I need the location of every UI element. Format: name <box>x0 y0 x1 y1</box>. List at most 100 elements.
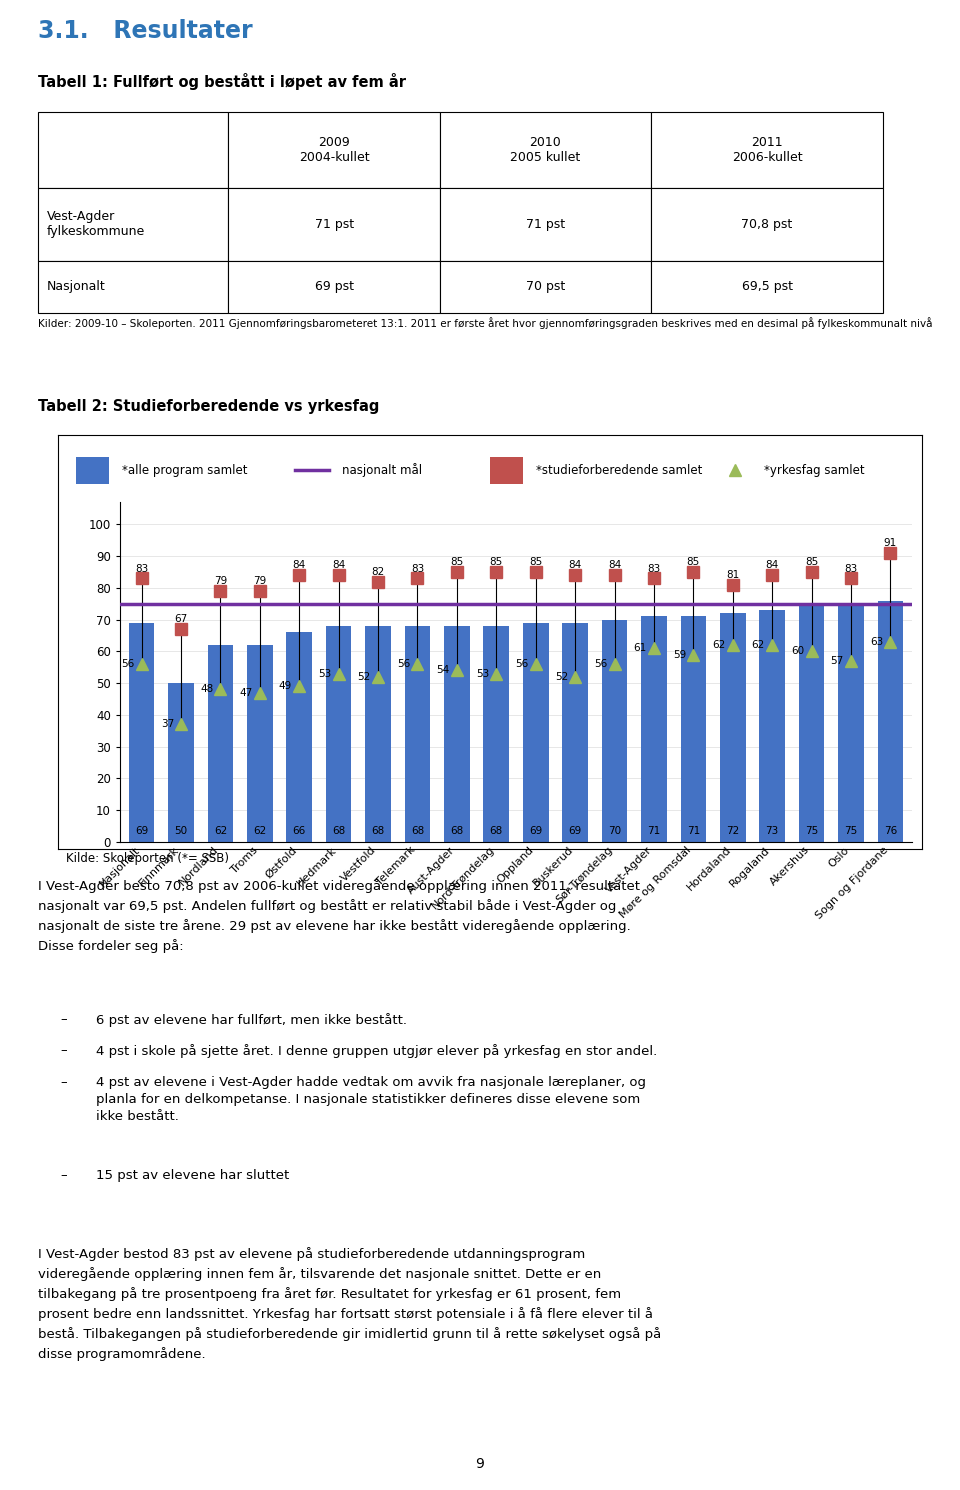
Text: 68: 68 <box>411 825 424 836</box>
Text: 49: 49 <box>278 681 292 691</box>
Text: 54: 54 <box>437 666 449 675</box>
Bar <box>38 112 228 188</box>
Bar <box>720 614 746 842</box>
Text: 85: 85 <box>529 557 542 568</box>
Text: *studieforberedende samlet: *studieforberedende samlet <box>536 463 703 477</box>
Text: I Vest-Agder besto 70,8 pst av 2006-kullet videregående opplæring innen 2011, re: I Vest-Agder besto 70,8 pst av 2006-kull… <box>38 879 640 954</box>
Text: 69: 69 <box>135 825 148 836</box>
Bar <box>228 261 440 313</box>
Text: 37: 37 <box>160 720 174 730</box>
Text: 75: 75 <box>804 825 818 836</box>
Text: 82: 82 <box>372 566 385 577</box>
Text: 71 pst: 71 pst <box>315 218 353 231</box>
Bar <box>440 261 651 313</box>
Bar <box>76 457 109 484</box>
Text: 47: 47 <box>239 688 252 697</box>
Text: 62: 62 <box>752 641 765 650</box>
Bar <box>405 626 430 842</box>
Text: –: – <box>60 1044 67 1058</box>
Bar <box>484 626 509 842</box>
Text: 9: 9 <box>475 1457 485 1471</box>
Bar <box>799 603 825 842</box>
Bar <box>490 457 523 484</box>
Text: Kilde: Skoleporten (*= SSB): Kilde: Skoleporten (*= SSB) <box>66 852 229 864</box>
Text: 53: 53 <box>476 669 490 678</box>
Text: –: – <box>60 1013 67 1027</box>
Text: 61: 61 <box>634 644 647 653</box>
Text: 60: 60 <box>791 647 804 657</box>
Text: Tabell 1: Fullført og bestått i løpet av fem år: Tabell 1: Fullført og bestått i løpet av… <box>38 73 406 91</box>
Text: Tabell 2: Studieforberedende vs yrkesfag: Tabell 2: Studieforberedende vs yrkesfag <box>38 398 380 414</box>
Text: 71 pst: 71 pst <box>526 218 564 231</box>
Text: 84: 84 <box>608 560 621 571</box>
Text: 71: 71 <box>686 825 700 836</box>
Text: 62: 62 <box>214 825 228 836</box>
Text: 84: 84 <box>293 560 306 571</box>
Bar <box>523 623 548 842</box>
Text: 85: 85 <box>490 557 503 568</box>
Text: 76: 76 <box>884 825 897 836</box>
Bar <box>228 112 440 188</box>
Bar <box>440 112 651 188</box>
Text: 68: 68 <box>372 825 385 836</box>
Text: Vest-Agder
fylkeskommune: Vest-Agder fylkeskommune <box>47 210 145 238</box>
Bar <box>38 261 228 313</box>
Bar <box>681 617 707 842</box>
Text: 62: 62 <box>253 825 267 836</box>
Text: 83: 83 <box>647 563 660 574</box>
Bar <box>641 617 666 842</box>
Text: 84: 84 <box>332 560 346 571</box>
Bar <box>651 112 883 188</box>
Text: 56: 56 <box>594 659 608 669</box>
Text: 85: 85 <box>450 557 464 568</box>
Text: 85: 85 <box>686 557 700 568</box>
Text: 50: 50 <box>175 825 187 836</box>
Text: 70 pst: 70 pst <box>526 280 564 294</box>
Text: 70: 70 <box>608 825 621 836</box>
Text: 68: 68 <box>450 825 464 836</box>
Text: 52: 52 <box>555 672 568 682</box>
Bar <box>129 623 155 842</box>
Text: 48: 48 <box>200 684 213 694</box>
Bar <box>838 603 864 842</box>
Bar <box>563 623 588 842</box>
Text: 69 pst: 69 pst <box>315 280 353 294</box>
Bar <box>651 188 883 261</box>
Bar <box>228 188 440 261</box>
Text: 73: 73 <box>765 825 779 836</box>
Text: 4 pst i skole på sjette året. I denne gruppen utgjør elever på yrkesfag en stor : 4 pst i skole på sjette året. I denne gr… <box>96 1044 657 1058</box>
Text: 68: 68 <box>490 825 503 836</box>
Bar <box>440 188 651 261</box>
Bar <box>168 682 194 842</box>
Text: 79: 79 <box>253 577 267 586</box>
Text: 75: 75 <box>844 825 857 836</box>
Text: 67: 67 <box>175 614 188 624</box>
Text: 69: 69 <box>529 825 542 836</box>
Bar <box>38 188 228 261</box>
Text: 6 pst av elevene har fullført, men ikke bestått.: 6 pst av elevene har fullført, men ikke … <box>96 1013 407 1027</box>
Text: –: – <box>60 1076 67 1089</box>
Text: 81: 81 <box>726 571 739 580</box>
Text: Kilder: 2009-10 – Skoleporten. 2011 Gjennomføringsbarometeret 13:1. 2011 er førs: Kilder: 2009-10 – Skoleporten. 2011 Gjen… <box>38 317 933 329</box>
Text: nasjonalt mål: nasjonalt mål <box>342 463 421 477</box>
Text: 2011
2006-kullet: 2011 2006-kullet <box>732 136 803 164</box>
Text: 84: 84 <box>568 560 582 571</box>
Text: 83: 83 <box>135 563 148 574</box>
Text: I Vest-Agder bestod 83 pst av elevene på studieforberedende utdanningsprogram
vi: I Vest-Agder bestod 83 pst av elevene på… <box>38 1247 661 1360</box>
Text: 83: 83 <box>844 563 857 574</box>
Text: 79: 79 <box>214 577 228 586</box>
Text: 59: 59 <box>673 650 686 660</box>
Text: 66: 66 <box>293 825 306 836</box>
Text: *yrkesfag samlet: *yrkesfag samlet <box>764 463 865 477</box>
Text: 83: 83 <box>411 563 424 574</box>
Bar <box>325 626 351 842</box>
Text: 72: 72 <box>726 825 739 836</box>
Text: 85: 85 <box>804 557 818 568</box>
Bar <box>759 609 785 842</box>
Text: 4 pst av elevene i Vest-Agder hadde vedtak om avvik fra nasjonale læreplaner, og: 4 pst av elevene i Vest-Agder hadde vedt… <box>96 1076 646 1122</box>
Text: 63: 63 <box>870 636 883 647</box>
Bar <box>366 626 391 842</box>
Bar <box>207 645 233 842</box>
Text: 56: 56 <box>397 659 410 669</box>
Bar <box>444 626 469 842</box>
